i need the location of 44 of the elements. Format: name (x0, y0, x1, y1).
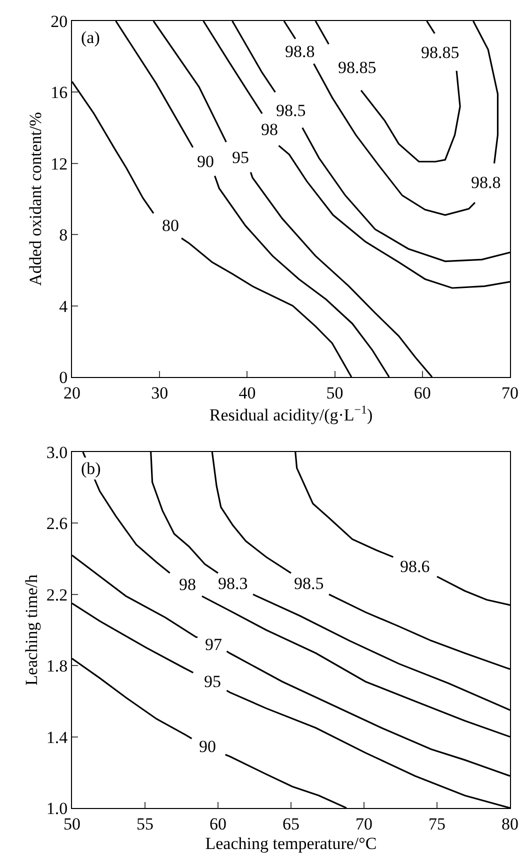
series-label: 98.85 (421, 43, 460, 62)
y-tick-label: 1.8 (46, 656, 68, 676)
series-label: 95 (232, 148, 249, 167)
x-tick-label: 70 (356, 814, 372, 834)
series-label: 97 (205, 635, 222, 654)
y-tick-label: 1.4 (46, 728, 68, 747)
y-tick-label: 20 (50, 12, 68, 31)
y-axis-title: Added oxidant content/% (26, 112, 46, 286)
x-tick-label: 80 (502, 814, 518, 834)
y-tick-label: 8 (59, 226, 68, 245)
annotation: (a) (81, 28, 100, 47)
x-axis-title: Leaching temperature/°C (205, 834, 377, 853)
x-tick-label: 75 (428, 814, 446, 834)
annotation: (b) (81, 459, 101, 478)
series-label: 98.5 (294, 574, 324, 593)
text: 98.8 (471, 173, 501, 192)
y-tick-label: 12 (50, 154, 68, 174)
x-tick-label: 50 (326, 383, 344, 402)
y-tick-label: 3.0 (46, 442, 68, 462)
y-tick-label: 16 (50, 83, 68, 102)
y-tick-label: 2.6 (46, 514, 68, 534)
series-label: 98 (261, 120, 278, 139)
y-tick-label: 0 (59, 368, 68, 387)
series-label: 95 (204, 672, 221, 691)
text: 98.85 (338, 58, 376, 77)
series-label: 90 (197, 152, 214, 171)
y-tick-label: 4 (59, 296, 68, 316)
series-label: 98 (179, 575, 196, 594)
series-label: 90 (199, 737, 216, 756)
x-tick-label: 60 (414, 383, 431, 402)
series-label: 80 (162, 216, 179, 235)
y-axis-title: Leaching time/h (22, 574, 41, 686)
series-label: 98.5 (276, 101, 306, 120)
y-tick-label: 2.2 (46, 585, 68, 604)
x-tick-label: 60 (210, 814, 226, 834)
x-tick-label: 40 (238, 383, 256, 402)
series-label: 98.8 (285, 42, 315, 61)
x-tick-label: 70 (502, 383, 518, 402)
x-tick-label: 55 (136, 814, 154, 834)
x-axis-title: Residual acidity/(g·L$^{−1}$) (209, 402, 373, 425)
x-tick-label: 65 (282, 814, 300, 834)
series-label: 98.3 (218, 574, 248, 593)
x-tick-label: 30 (151, 383, 168, 402)
series-label: 98.6 (400, 557, 430, 576)
